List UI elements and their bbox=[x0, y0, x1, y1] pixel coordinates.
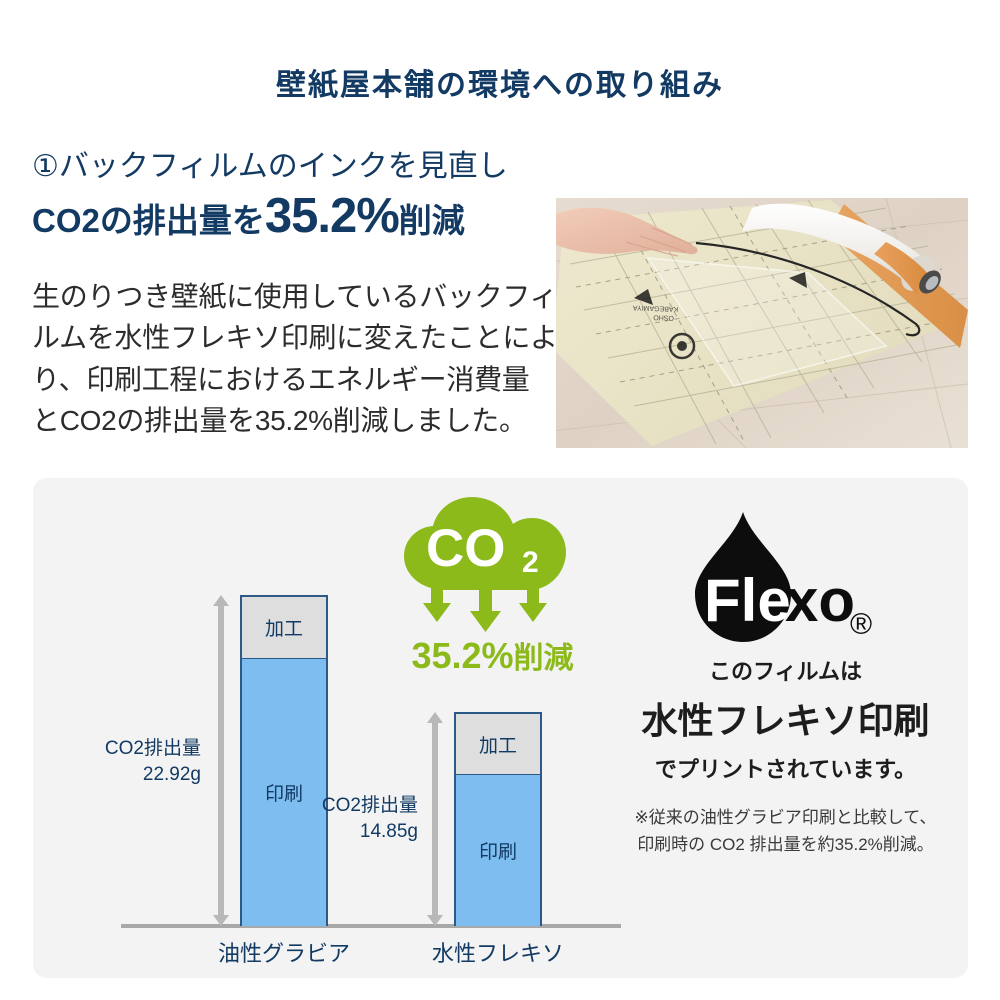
flexo-wordmark-inside: Fle bbox=[704, 567, 791, 634]
reduction-suffix: 削減 bbox=[398, 201, 465, 239]
flexo-block: Fle xo ® このフィルムは 水性フレキソ印刷 でプリントされています。 ※… bbox=[603, 504, 968, 904]
reduction-percentage-value: 35.2% bbox=[411, 635, 514, 676]
page-title: 壁紙屋本舗の環境への取り組み bbox=[276, 69, 724, 102]
photo-illustration: OSHO KABEGAMIYA bbox=[556, 198, 968, 448]
bar-segment-printing: 印刷 bbox=[242, 659, 326, 926]
bar-water-flexo: 加工 印刷 bbox=[454, 712, 542, 926]
co2-reduction-callout: CO 2 35.2%削減 bbox=[390, 496, 595, 686]
film-printed-text-top: OSHO bbox=[653, 313, 674, 321]
body-line-2: ルムを水性フレキソ印刷に変えたことによ bbox=[32, 322, 558, 354]
flexo-caption-line3: でプリントされています。 bbox=[654, 757, 917, 782]
arrow-head-up-icon bbox=[213, 595, 229, 606]
chart-baseline bbox=[121, 924, 621, 928]
bar-segment-processing: 加工 bbox=[242, 597, 326, 659]
co2-bar-chart: 加工 印刷 加工 印刷 CO2排出量 22.92g bbox=[33, 478, 653, 978]
arrow-head-up-icon bbox=[427, 712, 443, 723]
measure-label-oil-gravure: CO2排出量 22.92g bbox=[53, 736, 201, 787]
co2-icon-subscript: 2 bbox=[522, 546, 539, 579]
measure-arrow-oil-gravure bbox=[213, 595, 229, 926]
reduction-prefix: CO2の排出量を bbox=[32, 201, 265, 239]
film-printed-text-bottom: KABEGAMIYA bbox=[632, 304, 678, 313]
footnote-line-2: 印刷時の CO2 排出量を約35.2%削減。 bbox=[637, 835, 934, 855]
body-line-3: り、印刷工程におけるエネルギー消費量 bbox=[32, 363, 530, 395]
flexo-logo-svg: Fle xo ® bbox=[695, 512, 872, 642]
measure-value: 14.85g bbox=[359, 820, 418, 842]
bar-segment-processing: 加工 bbox=[456, 714, 540, 775]
bar-oil-gravure: 加工 印刷 bbox=[240, 595, 328, 926]
flexo-wordmark-outside: xo bbox=[785, 567, 855, 634]
arrow-shaft bbox=[432, 721, 438, 917]
footnote-line-1: ※従来の油性グラビア印刷と比較して、 bbox=[634, 808, 937, 827]
flexo-caption-line2: 水性フレキソ印刷 bbox=[641, 700, 930, 741]
reduction-percentage-label: 35.2%削減 bbox=[390, 633, 595, 677]
flexo-footnote: ※従来の油性グラビア印刷と比較して、 印刷時の CO2 排出量を約35.2%削減… bbox=[603, 804, 968, 858]
flexo-caption-line1: このフィルムは bbox=[708, 659, 863, 684]
intro-heading-reduction: CO2の排出量を 35.2% 削減 bbox=[32, 188, 552, 243]
arrow-shaft bbox=[218, 604, 224, 917]
registered-mark-icon: ® bbox=[850, 608, 872, 641]
intro-heading-numbered: ①バックフィルムのインクを見直し bbox=[32, 150, 508, 183]
body-line-4: とCO2の排出量を35.2%削減しました。 bbox=[32, 405, 527, 437]
measure-label-water-flexo: CO2排出量 14.85g bbox=[270, 793, 418, 844]
measure-value: 22.92g bbox=[142, 763, 201, 785]
co2-cloud-icon: CO 2 bbox=[404, 497, 566, 632]
x-axis-label-water-flexo: 水性フレキソ bbox=[431, 941, 564, 966]
measure-caption: CO2排出量 bbox=[321, 795, 418, 816]
reduction-percentage-suffix: 削減 bbox=[513, 642, 574, 675]
body-line-1: 生のりつき壁紙に使用しているバックフィ bbox=[32, 281, 558, 312]
arrow-head-down-icon bbox=[213, 915, 229, 926]
measure-arrow-water-flexo bbox=[427, 712, 443, 926]
reduction-value: 35.2% bbox=[264, 188, 400, 243]
bar-segment-printing: 印刷 bbox=[456, 775, 540, 926]
arrow-head-down-icon bbox=[427, 915, 443, 926]
flexo-droplet-logo: Fle xo ® bbox=[603, 504, 968, 652]
x-axis-label-oil-gravure: 油性グラビア bbox=[217, 941, 350, 966]
comparison-panel: 加工 印刷 加工 印刷 CO2排出量 22.92g bbox=[33, 478, 968, 978]
intro-block: ①バックフィルムのインクを見直し CO2の排出量を 35.2% 削減 bbox=[32, 148, 552, 242]
co2-icon-label: CO bbox=[426, 519, 506, 578]
measure-caption: CO2排出量 bbox=[104, 738, 201, 759]
wallpaper-roll-photo: OSHO KABEGAMIYA bbox=[556, 198, 968, 448]
intro-body-text: 生のりつき壁紙に使用しているバックフィ ルムを水性フレキソ印刷に変えたことによ … bbox=[32, 276, 558, 442]
